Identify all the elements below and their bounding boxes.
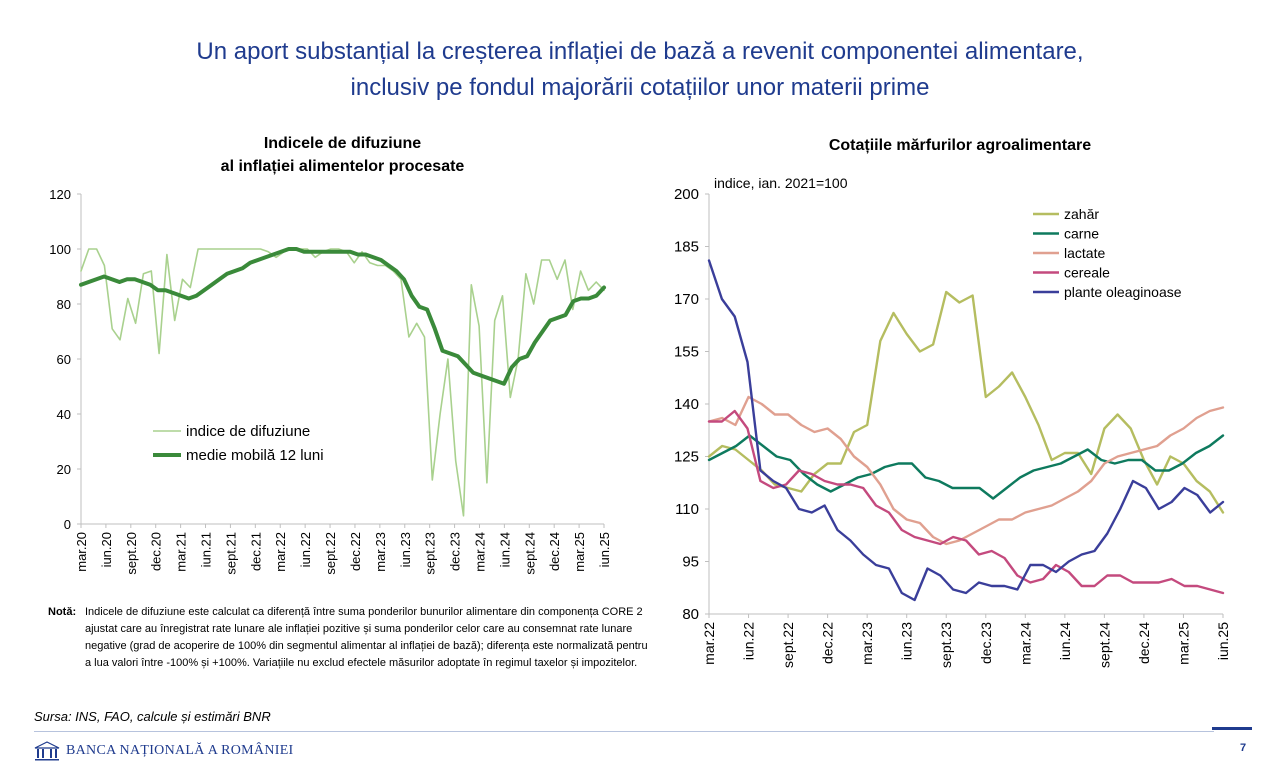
x-tick-label: iun.24 (1057, 622, 1073, 660)
y-tick-label: 170 (674, 291, 699, 308)
y-tick-label: 80 (682, 606, 699, 623)
x-tick-label: sept.23 (423, 532, 438, 575)
y-tick-label: 95 (682, 554, 699, 571)
x-tick-label: mar.23 (859, 622, 875, 665)
x-tick-label: iun.22 (298, 532, 313, 567)
y-tick-label: 125 (674, 449, 699, 466)
legend-label: lactate (1064, 245, 1105, 261)
right-chart-title: Cotațiile mărfurilor agroalimentare (828, 137, 1092, 154)
footer-divider (34, 731, 1214, 732)
x-tick-label: mar.23 (373, 532, 388, 572)
x-tick-label: sept.22 (780, 622, 796, 668)
series-line-carne (707, 434, 1225, 500)
legend-label: plante oleaginoase (1064, 284, 1182, 300)
series-line-plante-oleaginoase (707, 259, 1225, 602)
y-tick-label: 185 (674, 239, 699, 256)
x-tick-label: mar.24 (472, 532, 487, 572)
y-tick-label: 200 (674, 186, 699, 203)
bnr-logo: BANCA NAȚIONALĂ A ROMÂNIEI (34, 740, 294, 762)
y-tick-label: 155 (674, 344, 699, 361)
x-tick-label: mar.20 (74, 532, 89, 572)
series-line-zahăr (707, 290, 1225, 514)
page-number: 7 (1240, 742, 1247, 754)
x-tick-label: sept.21 (223, 532, 238, 575)
x-tick-label: iun.24 (497, 532, 512, 567)
slide-title-line-1: Un aport substanțial la creșterea inflaț… (196, 38, 1084, 65)
x-tick-label: iun.25 (597, 532, 612, 567)
source-text: Sursa: INS, FAO, calcule și estimări BNR (34, 709, 271, 724)
y-tick-label: 120 (49, 187, 71, 202)
x-tick-label: iun.20 (99, 532, 114, 567)
logo-text: BANCA NAȚIONALĂ A ROMÂNIEI (66, 743, 294, 758)
series-line-medie-mobilă-12-luni (79, 247, 606, 386)
left-chart-title-line-2: al inflației alimentelor procesate (220, 158, 465, 175)
x-tick-label: dec.24 (547, 532, 562, 571)
note-text: Indicele de difuziune este calculat ca d… (85, 606, 648, 669)
x-tick-label: sept.23 (938, 622, 954, 668)
x-tick-label: mar.22 (701, 622, 717, 665)
y-tick-label: 60 (57, 352, 71, 367)
x-tick-label: mar.21 (174, 532, 189, 572)
y-tick-label: 20 (57, 462, 71, 477)
x-tick-label: iun.23 (398, 532, 413, 567)
x-tick-label: iun.22 (741, 622, 757, 660)
series-line-cereale (707, 409, 1225, 595)
note: Notă: Indicele de difuziune este calcula… (48, 604, 648, 672)
x-tick-label: mar.22 (273, 532, 288, 572)
note-label: Notă: (48, 606, 77, 618)
legend-label: indice de difuziune (186, 423, 310, 440)
y-tick-label: 40 (57, 407, 71, 422)
y-tick-label: 80 (57, 297, 71, 312)
x-tick-label: dec.21 (248, 532, 263, 571)
x-tick-label: mar.24 (1017, 622, 1033, 665)
left-chart-title-line-1: Indicele de difuziune (263, 135, 422, 152)
y-tick-label: 140 (674, 396, 699, 413)
x-tick-label: iun.21 (199, 532, 214, 567)
x-tick-label: dec.22 (820, 622, 836, 664)
legend-label: cereale (1064, 265, 1110, 281)
y-axis-unit-label: indice, ian. 2021=100 (714, 175, 848, 191)
x-tick-label: iun.23 (899, 622, 915, 660)
x-tick-label: dec.22 (348, 532, 363, 571)
series-line-lactate (707, 395, 1225, 546)
x-tick-label: sept.20 (124, 532, 139, 575)
x-tick-label: dec.23 (978, 622, 994, 664)
x-tick-label: dec.20 (149, 532, 164, 571)
x-tick-label: dec.23 (448, 532, 463, 571)
x-tick-label: mar.25 (1175, 622, 1191, 665)
bank-building-icon (34, 741, 60, 761)
y-tick-label: 100 (49, 242, 71, 257)
footer-accent-bar (1212, 727, 1252, 730)
x-tick-label: mar.25 (572, 532, 587, 572)
x-tick-label: sept.24 (522, 532, 537, 575)
x-tick-label: sept.22 (323, 532, 338, 575)
slide-title-line-2: inclusiv pe fondul majorării cotațiilor … (350, 74, 930, 101)
x-tick-label: dec.24 (1136, 622, 1152, 664)
y-tick-label: 110 (675, 501, 699, 518)
x-tick-label: sept.24 (1096, 622, 1112, 668)
legend-label: carne (1064, 226, 1099, 242)
y-tick-label: 0 (64, 517, 71, 532)
legend-label: medie mobilă 12 luni (186, 447, 324, 464)
x-tick-label: iun.25 (1215, 622, 1231, 660)
legend-label: zahăr (1064, 206, 1099, 222)
